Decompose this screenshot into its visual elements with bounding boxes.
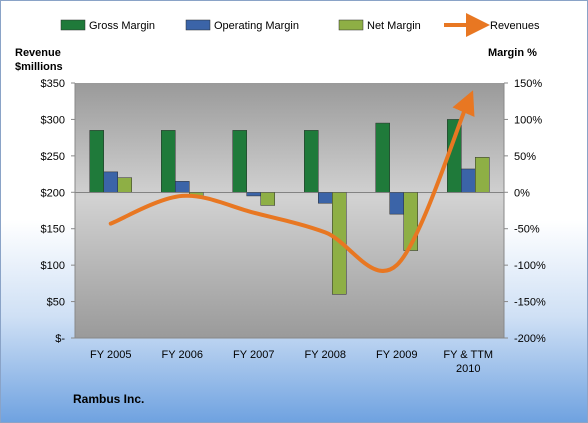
legend-swatch xyxy=(338,19,364,31)
right-tick-label: -50% xyxy=(514,224,540,236)
legend: Gross Margin Operating Margin Net Margin Re… xyxy=(60,13,540,37)
x-tick-line: FY 2007 xyxy=(233,349,274,361)
x-tick-line: FY 2008 xyxy=(305,349,346,361)
x-tick-label: FY & TTM 2010 xyxy=(443,349,493,375)
company-label: Rambus Inc. xyxy=(73,392,144,406)
bar-operating-margin-3 xyxy=(318,192,333,204)
bar-operating-margin-2 xyxy=(246,192,261,197)
legend-label: Operating Margin xyxy=(214,20,299,32)
x-tick-line: FY 2006 xyxy=(162,349,203,361)
bar-gross-margin-4 xyxy=(375,122,390,193)
left-tick-label: $200 xyxy=(41,187,65,199)
right-axis-title: Margin % xyxy=(488,47,537,59)
revenue-line xyxy=(108,90,475,273)
x-tick-label: FY 2005 xyxy=(90,349,131,361)
legend-label: Gross Margin xyxy=(89,20,155,32)
bar-operating-margin-4 xyxy=(389,192,404,215)
bar-operating-margin-0 xyxy=(103,171,118,193)
x-tick-label: FY 2008 xyxy=(305,349,346,361)
bar-gross-margin-1 xyxy=(161,130,176,193)
right-tick-label: 50% xyxy=(514,151,536,163)
x-axis: FY 2005 FY 2006 FY 2007 FY 2008 FY 2009 FY & … xyxy=(75,337,504,375)
right-tick-label: 100% xyxy=(514,114,542,126)
left-tick-label: $300 xyxy=(41,114,65,126)
left-axis-title: Revenue xyxy=(15,47,61,59)
bar-gross-margin-3 xyxy=(304,130,319,193)
right-tick-label: -100% xyxy=(514,260,546,272)
bar-gross-margin-0 xyxy=(89,130,104,193)
x-tick-line: 2010 xyxy=(456,363,480,375)
x-tick-line: FY 2009 xyxy=(376,349,417,361)
bar-operating-margin-5 xyxy=(461,168,476,193)
axis-titles: Revenue $millions Margin % xyxy=(15,47,537,73)
right-tick-label: 0% xyxy=(514,187,530,199)
right-tick-label: -150% xyxy=(514,297,546,309)
x-tick-label: FY 2009 xyxy=(376,349,417,361)
legend-label: Net Margin xyxy=(367,20,421,32)
bar-net-margin-0 xyxy=(117,177,132,193)
left-axis: $- $50 $100 $150 $200 $250 $300 $350 xyxy=(41,78,76,345)
plot-area xyxy=(75,83,504,338)
right-tick-label: -200% xyxy=(514,333,546,345)
legend-label: Revenues xyxy=(490,20,540,32)
x-tick-line: FY & TTM xyxy=(443,349,493,361)
x-tick-label: FY 2006 xyxy=(162,349,203,361)
bar-net-margin-5 xyxy=(475,157,490,193)
legend-swatch xyxy=(185,19,211,31)
revenue-line-layer xyxy=(108,90,475,273)
left-tick-label: $50 xyxy=(47,297,65,309)
left-tick-label: $100 xyxy=(41,260,65,272)
x-tick-label: FY 2007 xyxy=(233,349,274,361)
left-tick-label: $- xyxy=(55,333,65,345)
legend-swatch xyxy=(60,19,86,31)
bar-layer xyxy=(89,119,490,295)
bar-operating-margin-1 xyxy=(175,181,190,193)
bar-net-margin-2 xyxy=(260,192,275,206)
right-axis: -200% -150% -100% -50% 0% 50% 100% 150% xyxy=(503,78,546,345)
left-axis-title: $millions xyxy=(15,61,63,73)
right-tick-label: 150% xyxy=(514,78,542,90)
bar-gross-margin-2 xyxy=(232,130,247,193)
left-tick-label: $250 xyxy=(41,151,65,163)
left-tick-label: $150 xyxy=(41,224,65,236)
left-tick-label: $350 xyxy=(41,78,65,90)
x-tick-line: FY 2005 xyxy=(90,349,131,361)
